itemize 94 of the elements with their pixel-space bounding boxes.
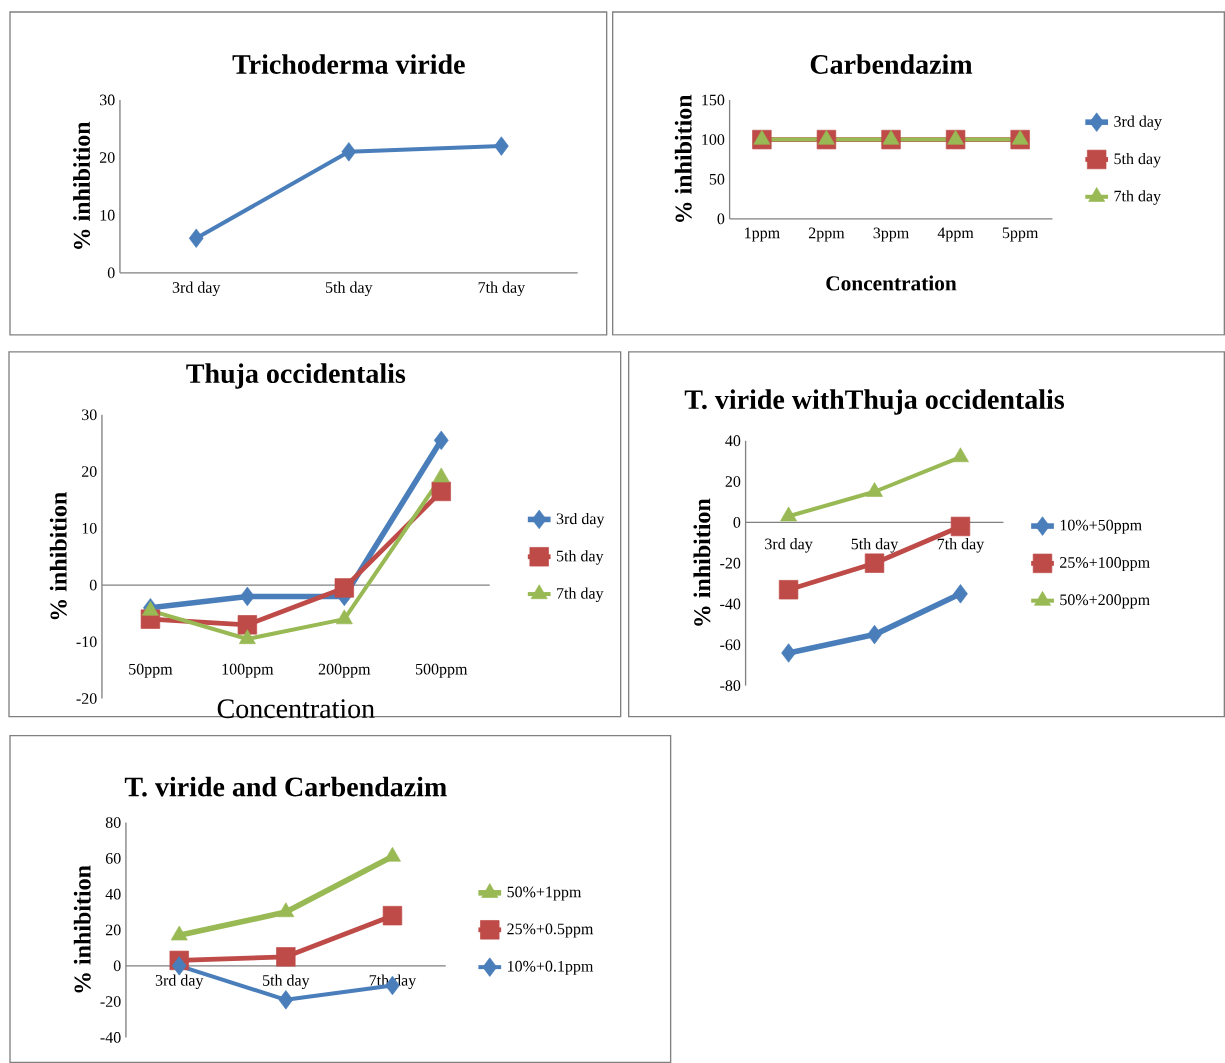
x-tick-label: 5th day	[263, 974, 310, 989]
point	[780, 506, 797, 522]
point	[867, 624, 882, 645]
point	[781, 643, 796, 663]
legend-label: 25%+100ppm	[1060, 556, 1150, 571]
legend-label: 50%+200ppm	[1060, 594, 1150, 609]
point	[276, 946, 296, 967]
point	[433, 430, 449, 450]
y-tick-label: 0	[107, 267, 115, 279]
y-tick-label: 10	[100, 209, 115, 221]
x-tick-label: 5ppm	[1002, 227, 1039, 242]
y-tick-label: 20	[105, 924, 121, 936]
y-tick-label: 50	[709, 173, 725, 185]
y-tick-label: 20	[99, 151, 115, 163]
legend-label: 3rd day	[1114, 115, 1162, 130]
point	[278, 989, 294, 1010]
point	[188, 228, 204, 248]
y-tick-label: 100	[702, 133, 725, 145]
point	[494, 136, 509, 156]
point	[384, 846, 401, 862]
x-tick-label: 3rd day	[172, 281, 221, 296]
x-tick-label: 5th day	[325, 281, 373, 296]
y-tick-label: 30	[82, 409, 97, 420]
y-tick-label: 0	[113, 960, 121, 971]
y-tick-label: -40	[100, 1031, 121, 1043]
x-tick-label: 3ppm	[873, 227, 909, 242]
legend-label: 10%+50ppm	[1060, 519, 1142, 534]
y-axis-title: % inhibition	[693, 498, 711, 626]
legend-label: 10%+0.1ppm	[508, 960, 594, 975]
x-tick-label: 1ppm	[745, 227, 780, 242]
y-axis-title: % inhibition	[73, 121, 91, 249]
point	[334, 578, 354, 598]
point	[432, 467, 450, 483]
x-tick-label: 3rd day	[155, 974, 204, 989]
chart-title: Trichoderma viride	[232, 54, 465, 74]
x-tick-label: 100ppm	[222, 663, 274, 678]
y-tick-label: 20	[81, 465, 97, 477]
y-tick-label: -40	[720, 598, 741, 610]
x-tick-label: 5th day	[851, 537, 899, 553]
legend-label: 50%+1ppm	[507, 886, 582, 901]
x-tick-label: 7th day	[478, 281, 526, 296]
point	[778, 579, 799, 600]
y-tick-label: 20	[725, 475, 741, 487]
point	[277, 902, 295, 917]
x-tick-label: 2ppm	[808, 227, 845, 242]
y-tick-label: -60	[720, 639, 741, 650]
legend-label: 7th day	[557, 587, 604, 602]
y-axis-title: % inhibition	[674, 94, 692, 222]
point	[170, 925, 188, 941]
y-tick-label: -20	[100, 996, 121, 1007]
point	[237, 614, 258, 635]
legend-label: 5th day	[556, 550, 604, 565]
x-axis-title: Concentration	[826, 275, 957, 291]
point	[240, 586, 255, 606]
chart-title: T. viride withThuja occidentalis	[684, 389, 1065, 415]
y-tick-label: 40	[725, 435, 741, 446]
y-tick-label: -10	[76, 636, 97, 648]
point	[431, 481, 451, 501]
point	[864, 553, 885, 573]
point	[950, 516, 971, 536]
x-tick-label: 200ppm	[318, 663, 371, 678]
x-tick-label: 500ppm	[415, 663, 468, 678]
point	[952, 447, 969, 462]
y-tick-label: 150	[702, 94, 725, 106]
legend-label: 5th day	[1114, 152, 1161, 168]
y-axis-title: % inhibition	[49, 491, 67, 620]
legend-label: 3rd day	[556, 512, 605, 528]
y-tick-label: 80	[105, 816, 121, 828]
chart-title: Carbendazim	[810, 54, 973, 74]
point	[341, 141, 357, 162]
point	[382, 905, 403, 926]
y-tick-label: 0	[717, 213, 725, 225]
y-tick-label: 10	[82, 522, 97, 534]
x-tick-label: 3rd day	[765, 537, 813, 553]
y-tick-label: 0	[89, 579, 97, 591]
y-tick-label: -80	[720, 680, 741, 691]
y-tick-label: -20	[720, 557, 741, 569]
x-tick-label: 7th day	[937, 537, 985, 553]
y-tick-label: -20	[76, 693, 97, 704]
x-tick-label: 4ppm	[937, 227, 974, 242]
x-tick-label: 50ppm	[129, 663, 173, 678]
x-axis-title: Concentration	[217, 699, 375, 718]
point	[171, 955, 187, 976]
point	[953, 583, 968, 604]
legend-label: 7th day	[1114, 190, 1161, 205]
point	[866, 481, 883, 497]
y-tick-label: 0	[733, 516, 741, 528]
legend-label: 25%+0.5ppm	[507, 923, 594, 938]
y-tick-label: 40	[105, 888, 121, 900]
y-tick-label: 60	[105, 852, 121, 864]
chart-title: Thuja occidentalis	[186, 363, 406, 389]
y-axis-title: % inhibition	[73, 865, 91, 993]
y-tick-label: 30	[100, 94, 115, 106]
chart-title: T. viride and Carbendazim	[124, 776, 447, 797]
